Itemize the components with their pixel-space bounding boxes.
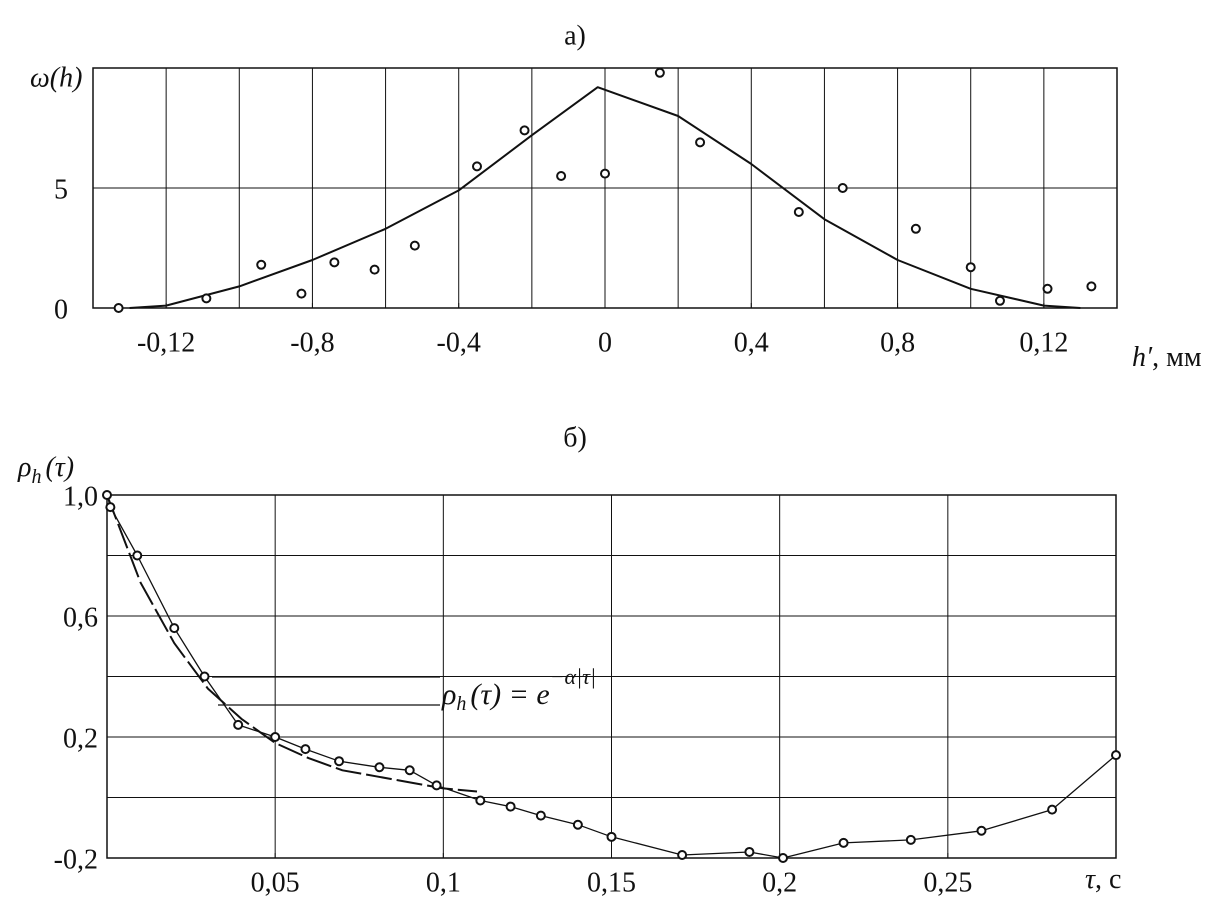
annotation-main: ρ <box>441 678 456 711</box>
y-axis-label-rest: (τ) <box>45 452 74 483</box>
data-point <box>505 801 516 812</box>
data-point <box>404 765 415 776</box>
data-point <box>374 762 385 773</box>
data-point <box>431 780 442 791</box>
x-tick-label: 0,15 <box>587 867 636 898</box>
x-tick-label: 0,4 <box>734 327 769 358</box>
x-tick-label: 0,2 <box>762 867 797 898</box>
y-tick-label: 0 <box>54 294 68 325</box>
data-point <box>556 171 567 181</box>
data-point <box>199 671 210 682</box>
data-point <box>169 623 180 634</box>
data-point <box>535 810 546 821</box>
x-axis-label-main: h′ <box>1132 342 1153 373</box>
chart-title: б) <box>563 422 587 453</box>
data-point <box>475 795 486 806</box>
y-tick-label: 1,0 <box>63 481 98 512</box>
y-tick-label: 0,2 <box>63 723 98 754</box>
x-tick-label: 0,05 <box>251 867 300 898</box>
data-point <box>1042 283 1053 294</box>
data-point <box>519 125 530 136</box>
data-point <box>300 744 311 755</box>
data-point <box>233 719 244 730</box>
x-axis-label: h′, мм <box>1132 342 1202 373</box>
data-point <box>472 161 482 172</box>
data-point <box>1111 750 1121 761</box>
data-point <box>1047 804 1058 815</box>
data-point <box>256 259 267 270</box>
data-point <box>369 264 380 275</box>
data-point <box>132 550 143 561</box>
data-point <box>296 288 307 299</box>
chart-title: а) <box>564 20 586 51</box>
data-point <box>606 831 617 842</box>
y-axis-label: ω(h) <box>30 62 82 93</box>
data-point <box>600 168 610 179</box>
curve <box>106 494 478 793</box>
x-tick-label: -0,12 <box>137 327 195 358</box>
x-axis-label-main: τ <box>1085 864 1096 895</box>
data-point <box>201 293 212 304</box>
x-tick-label: 0,1 <box>426 867 461 898</box>
data-point <box>102 490 112 500</box>
x-axis-label-unit: , мм <box>1152 342 1202 373</box>
data-point <box>270 732 281 742</box>
data-point <box>994 295 1005 306</box>
y-axis-label-sub: h <box>31 466 41 488</box>
y-tick-label: 0,6 <box>63 602 98 633</box>
annotation-sub: h <box>456 693 466 715</box>
curve <box>129 86 1081 309</box>
data-point <box>976 825 987 836</box>
x-tick-label: -0,4 <box>437 327 481 358</box>
x-tick-label: 0 <box>598 327 612 358</box>
data-point <box>334 756 345 767</box>
y-tick-label: 5 <box>54 174 68 205</box>
data-point <box>838 837 849 848</box>
x-tick-label: -0,8 <box>290 327 334 358</box>
data-point <box>793 207 804 217</box>
data-point <box>677 849 688 860</box>
x-tick-label: 0,25 <box>923 867 972 898</box>
x-axis-label-unit: , с <box>1095 864 1121 895</box>
data-point <box>113 303 124 313</box>
data-point <box>778 853 789 863</box>
data-point <box>910 223 921 234</box>
x-tick-label: 0,8 <box>880 327 915 358</box>
x-axis-label: τ, с <box>1085 864 1121 895</box>
data-point <box>105 502 116 513</box>
annotation: ρh (τ) = e−α|τ| <box>441 664 596 715</box>
data-point <box>965 262 976 273</box>
data-point <box>837 183 848 193</box>
y-axis-label: ρh (τ) <box>17 452 74 487</box>
y-tick-label: -0,2 <box>54 844 98 875</box>
data-point <box>329 257 340 268</box>
x-tick-label: 0,12 <box>1019 327 1068 358</box>
data-point <box>695 137 706 148</box>
data-point <box>654 67 665 78</box>
annotation-mid: (τ) = e <box>470 678 549 711</box>
data-point <box>905 834 916 845</box>
data-point <box>572 819 583 830</box>
data-point <box>1086 281 1097 292</box>
data-point <box>409 240 420 251</box>
y-axis-label-main: ρ <box>17 452 31 483</box>
data-point <box>744 846 755 857</box>
